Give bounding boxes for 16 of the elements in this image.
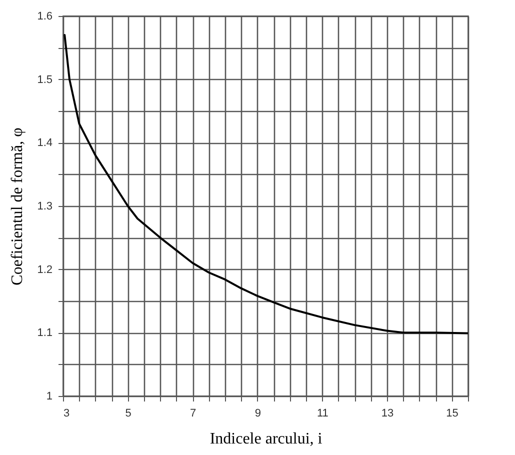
x-tick-label: 3 bbox=[64, 408, 70, 420]
x-tick-label: 13 bbox=[381, 408, 394, 420]
y-tick-label: 1 bbox=[46, 390, 52, 402]
x-tick-label: 15 bbox=[446, 408, 458, 420]
y-tick-label: 1.3 bbox=[37, 200, 52, 212]
y-tick-label: 1.5 bbox=[37, 74, 52, 86]
x-axis-title: Indicele arcului, i bbox=[210, 430, 323, 448]
y-tick-label: 1.2 bbox=[37, 264, 52, 276]
y-tick-label: 1.4 bbox=[37, 137, 52, 150]
y-tick-label: 1.1 bbox=[37, 327, 52, 340]
x-tick-label: 5 bbox=[125, 408, 132, 420]
x-tick-label: 11 bbox=[316, 408, 328, 420]
y-axis-title: Coeficientul de formă, φ bbox=[9, 128, 26, 286]
x-tick-label: 9 bbox=[254, 408, 261, 420]
x-tick-label: 7 bbox=[190, 408, 196, 420]
y-tick-label: 1.6 bbox=[37, 10, 52, 22]
